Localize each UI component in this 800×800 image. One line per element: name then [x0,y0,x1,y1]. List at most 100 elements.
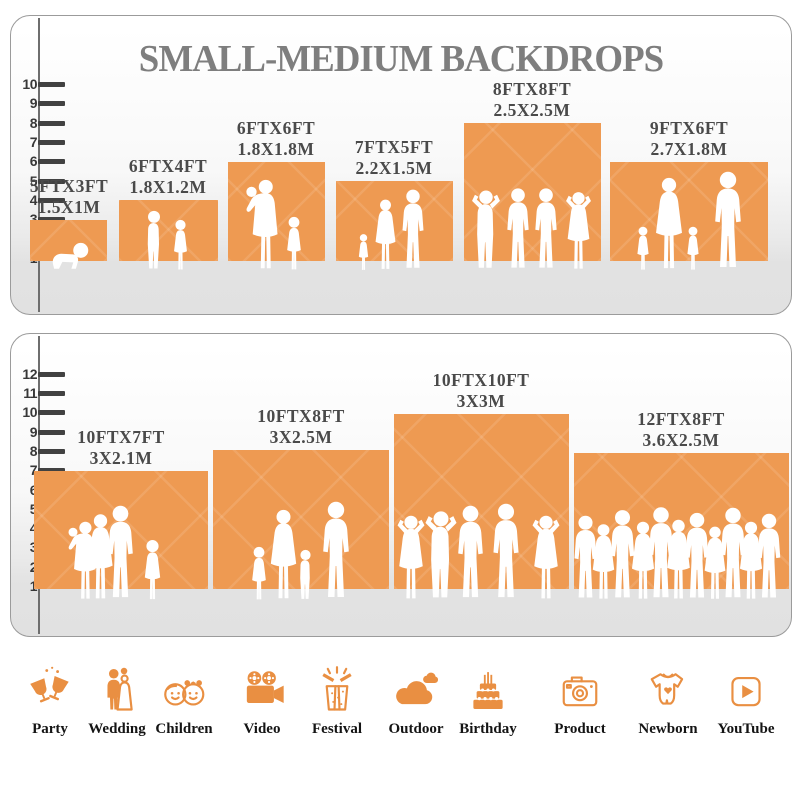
backdrop-size-label: 6FTX6FT 1.8X1.8M [186,118,366,160]
tick-label: 2 [1,559,38,575]
backdrop-size-label: 5FTX3FT 1.5X1M [0,176,159,218]
size-feet: 10FTX10FT [432,370,530,390]
category-label: Product [554,721,606,737]
backdrop-size-label: 9FTX6FT 2.7X1.8M [599,118,779,160]
backdrop-box-8x8ft [464,123,601,261]
tick-label: 1 [1,578,38,594]
wedding-icon [107,667,133,711]
tick-label: 12 [22,366,37,382]
size-meters: 3X3M [456,391,506,411]
size-meters: 3X2.5M [269,427,333,447]
size-feet: 10FTX7FT [77,427,165,447]
axis-tick: 12 [1,365,65,383]
youtube-icon [731,677,761,707]
tick-mark [38,100,65,106]
category-label: Party [32,721,68,737]
small-backdrops-panel: SMALL-MEDIUM BACKDROPS 10 9 8 7 6 5 4 3 … [10,15,792,315]
backdrop-size-label: 7FTX5FT 2.2X1.5M [304,137,484,179]
tick-label: 9 [29,95,38,111]
tick-label: 10 [22,404,37,420]
backdrop-box-7x5ft [336,181,453,261]
axis-tick: 8 [1,442,65,460]
size-meters: 2.2X1.5M [355,158,433,178]
axis-tick: 9 [1,423,65,441]
party-icon [30,666,69,703]
category-label: Wedding [88,721,146,737]
page-title: SMALL-MEDIUM BACKDROPS [138,38,664,80]
category-youtube: YouTube [698,664,794,738]
axis-tick: 7 [1,461,65,479]
tick-mark [38,371,65,377]
tick-mark [38,448,65,454]
tick-mark [38,409,65,415]
tick-label: 9 [29,424,38,440]
backdrop-size-label: 6FTX4FT 1.8X1.2M [78,156,258,198]
axis-tick: 11 [1,384,65,402]
backdrop-size-label: 12FTX8FT 3.6X2.5M [591,409,771,451]
tick-mark [38,158,65,164]
children-icon [164,680,205,706]
tick-mark [38,178,65,184]
tick-label: 7 [29,134,38,150]
tick-label: 8 [29,115,38,131]
axis-tick: 9 [1,94,65,112]
category-legend: Party Wedding [0,660,800,770]
size-meters: 3.6X2.5M [642,430,720,450]
category-label: Video [243,721,281,737]
backdrop-box-10x8ft [213,450,389,589]
tick-mark [38,120,65,126]
birthday-icon [473,672,503,709]
size-feet: 6FTX4FT [128,156,208,176]
backdrop-size-label: 8FTX8FT 2.5X2.5M [442,79,622,121]
product-icon [562,676,598,707]
medium-backdrops-panel: 12 11 10 9 8 7 6 5 4 3 2 1 10FTX7FT3X2.1… [10,333,792,637]
backdrop-box-6x4ft [119,200,218,261]
category-label: Outdoor [388,721,444,737]
backdrop-size-label: 10FTX8FT 3X2.5M [211,406,391,448]
y-axis-line [38,18,40,312]
tick-label: 3 [1,539,38,555]
category-label: Children [155,721,213,737]
category-label: YouTube [717,721,775,737]
tick-mark [38,216,65,222]
tick-mark [38,197,65,203]
size-feet: 5FTX3FT [29,176,109,196]
category-wedding: Wedding [69,664,165,738]
category-label: Birthday [459,721,517,737]
axis-tick: 6 [1,152,65,170]
newborn-icon [650,673,684,705]
tick-label: 5 [29,173,38,189]
axis-tick: 8 [1,114,65,132]
size-feet: 7FTX5FT [354,137,434,157]
size-feet: 8FTX8FT [492,79,572,99]
tick-label: 8 [29,443,38,459]
backdrop-size-label: 10FTX7FT 3X2.1M [31,427,211,469]
size-meters: 2.5X2.5M [493,100,571,120]
tick-mark [38,467,65,473]
tick-label: 6 [29,153,38,169]
tick-label: 7 [29,462,38,478]
category-festival: Festival [289,664,385,738]
category-children: Children [136,664,232,738]
size-feet: 10FTX8FT [257,406,345,426]
size-feet: 6FTX6FT [236,118,316,138]
backdrop-size-label: 10FTX10FT 3X3M [391,370,571,412]
category-label: Festival [312,721,362,737]
tick-label: 11 [23,385,37,401]
axis-tick: 5 [1,172,65,190]
outdoor-icon [396,672,439,705]
tick-label: 10 [22,76,37,92]
tick-label: 3 [29,211,38,227]
video-icon [246,671,284,703]
tick-mark [38,139,65,145]
tick-label: 4 [1,520,38,536]
category-video: Video [214,664,310,738]
category-product: Product [532,664,628,738]
axis-tick: 10 [1,75,65,93]
category-outdoor: Outdoor [368,664,464,738]
tick-mark [38,390,65,396]
size-meters: 2.7X1.8M [650,139,728,159]
backdrop-box-9x6ft [610,162,768,261]
axis-tick: 4 [1,191,65,209]
